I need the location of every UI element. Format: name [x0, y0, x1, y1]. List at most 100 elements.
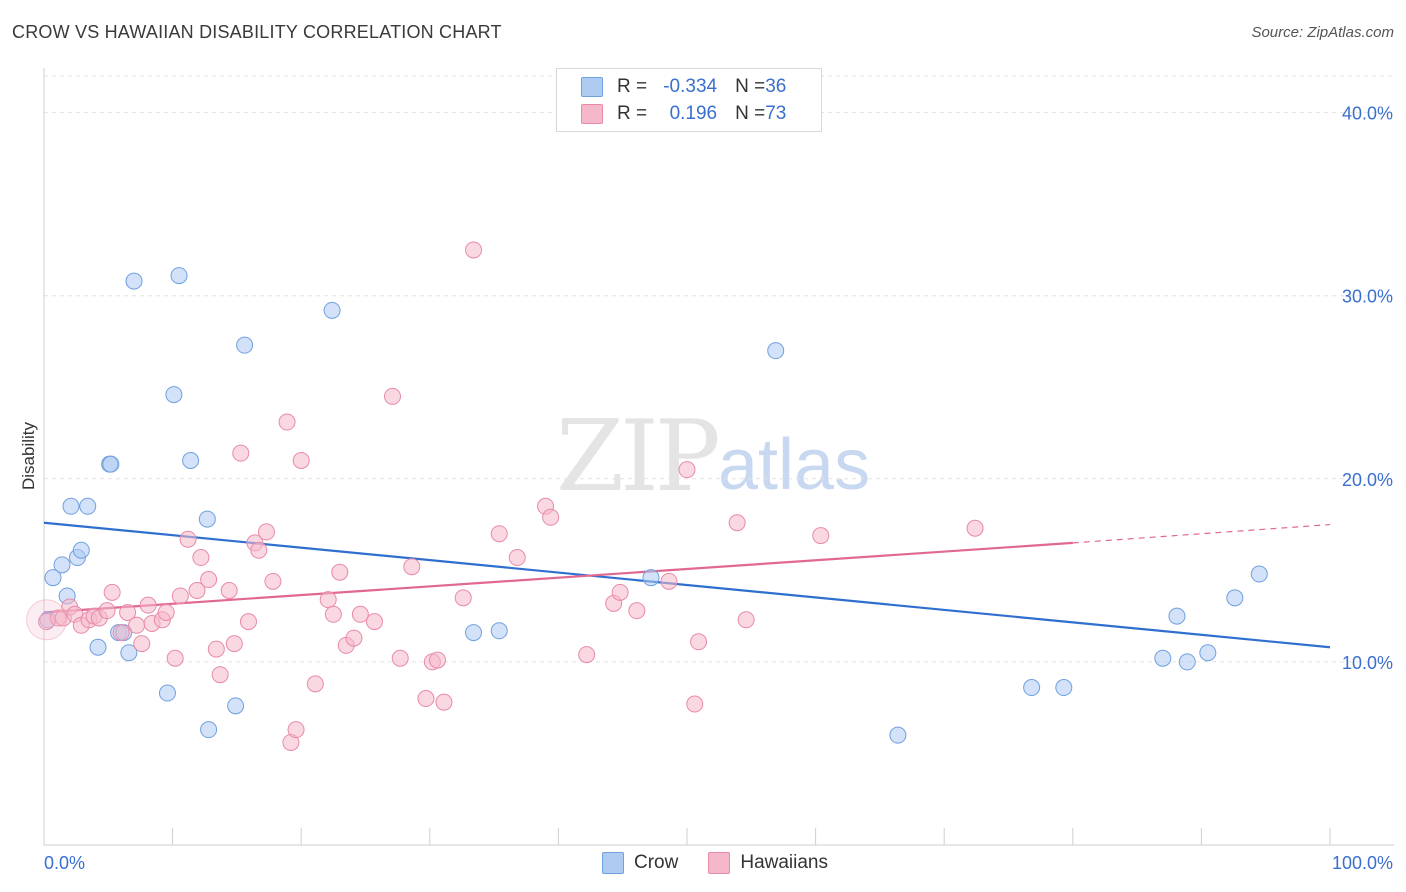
hawaiians-point — [366, 613, 384, 631]
hawaiians-point — [324, 605, 342, 623]
hawaiians-point — [257, 523, 275, 541]
hawaiians-point — [171, 587, 189, 605]
crow-point — [44, 569, 62, 587]
crow-trend-line — [43, 521, 1331, 649]
legend-n-value-crow: 36 — [765, 76, 787, 97]
crow-point — [1168, 607, 1186, 625]
series-legend-hawaiians: Hawaiians — [708, 852, 828, 874]
hawaiians-point — [128, 616, 146, 634]
watermark-zip: ZIP — [556, 400, 721, 514]
hawaiians-point — [278, 413, 296, 431]
crow-point — [158, 684, 176, 702]
crow-point — [642, 569, 660, 587]
series-swatch-crow — [602, 852, 624, 874]
legend-row-hawaiians: R = 0.196 N = 73 — [581, 102, 786, 126]
crow-point — [1226, 589, 1244, 607]
hawaiians-point — [192, 549, 210, 567]
legend-r-value-hawaiians: 0.196 — [669, 103, 718, 124]
stats-legend: R = -0.334 N = 36 R = 0.196 N = 73 — [556, 68, 822, 132]
crow-point — [236, 336, 254, 354]
hawaiians-point — [454, 589, 472, 607]
hawaiians-point — [812, 527, 830, 545]
hawaiians-point — [112, 624, 130, 642]
hawaiians-cluster-point — [26, 599, 68, 641]
legend-n-value-hawaiians: 73 — [765, 103, 787, 124]
x-tick-label: 100.0% — [1332, 853, 1393, 873]
hawaiians-trend-extension — [1072, 523, 1331, 544]
legend-swatch-crow — [581, 77, 603, 97]
hawaiians-point — [686, 695, 704, 713]
hawaiians-point — [966, 519, 984, 537]
hawaiians-point — [429, 651, 447, 669]
hawaiians-point — [403, 558, 421, 576]
hawaiians-point — [264, 572, 282, 590]
axes — [43, 68, 1394, 846]
hawaiians-point — [220, 581, 238, 599]
crow-point — [53, 556, 71, 574]
y-tick-label: 20.0% — [1342, 470, 1393, 490]
crow-point — [1154, 649, 1172, 667]
series-label-hawaiians: Hawaiians — [740, 852, 828, 873]
crow-point — [89, 638, 107, 656]
hawaiians-point — [232, 444, 250, 462]
crow-point — [165, 386, 183, 404]
crow-point — [323, 301, 341, 319]
trend-lines — [43, 521, 1331, 649]
hawaiians-point — [98, 602, 116, 620]
hawaiians-point — [578, 646, 596, 664]
hawaiians-point — [690, 633, 708, 651]
hawaiians-point — [465, 241, 483, 259]
hawaiians-point — [345, 629, 363, 647]
hawaiians-point — [351, 605, 369, 623]
hawaiians-point — [225, 635, 243, 653]
hawaiians-point — [417, 690, 435, 708]
legend-row-crow: R = -0.334 N = 36 — [581, 75, 786, 99]
crow-point — [490, 622, 508, 640]
crow-point — [767, 342, 785, 360]
hawaiians-point — [166, 649, 184, 667]
hawaiians-point — [179, 530, 197, 548]
y-tick-label: 10.0% — [1342, 653, 1393, 673]
crow-point — [198, 510, 216, 528]
hawaiians-point — [490, 525, 508, 543]
hawaiians-point — [542, 508, 560, 526]
y-tick-label: 30.0% — [1342, 287, 1393, 307]
crow-point — [1178, 653, 1196, 671]
series-swatch-hawaiians — [708, 852, 731, 874]
series-legend-crow: Crow — [602, 852, 678, 874]
legend-n-label: N = — [735, 76, 766, 97]
data-points — [26, 241, 1268, 751]
crow-point — [200, 721, 218, 739]
hawaiians-point — [239, 613, 257, 631]
crow-point — [1055, 679, 1073, 697]
y-tick-label: 40.0% — [1342, 104, 1393, 124]
crow-point — [1023, 679, 1041, 697]
hawaiians-point — [384, 387, 402, 405]
hawaiians-point — [737, 611, 755, 629]
crow-point — [889, 726, 907, 744]
crow-point — [170, 267, 188, 285]
hawaiians-point — [611, 583, 629, 601]
series-legend: Crow Hawaiians — [602, 852, 858, 874]
hawaiians-point — [306, 675, 324, 693]
legend-n-label: N = — [735, 103, 766, 124]
crow-point — [62, 497, 80, 515]
hawaiians-point — [678, 461, 696, 479]
hawaiians-point — [139, 596, 157, 614]
crow-point — [465, 624, 483, 642]
hawaiians-point — [331, 563, 349, 581]
legend-r-label: R = — [617, 103, 648, 124]
hawaiians-point — [391, 649, 409, 667]
hawaiians-point — [200, 571, 218, 589]
crow-point — [125, 272, 143, 290]
legend-swatch-hawaiians — [581, 104, 603, 124]
hawaiians-point — [250, 541, 268, 559]
hawaiians-trend-line — [43, 541, 1073, 614]
crow-point — [1199, 644, 1217, 662]
legend-r-label: R = — [617, 76, 648, 97]
grid-lines — [44, 75, 1394, 663]
hawaiians-point — [728, 514, 746, 532]
hawaiians-point — [508, 549, 526, 567]
watermark-atlas: atlas — [718, 425, 871, 505]
